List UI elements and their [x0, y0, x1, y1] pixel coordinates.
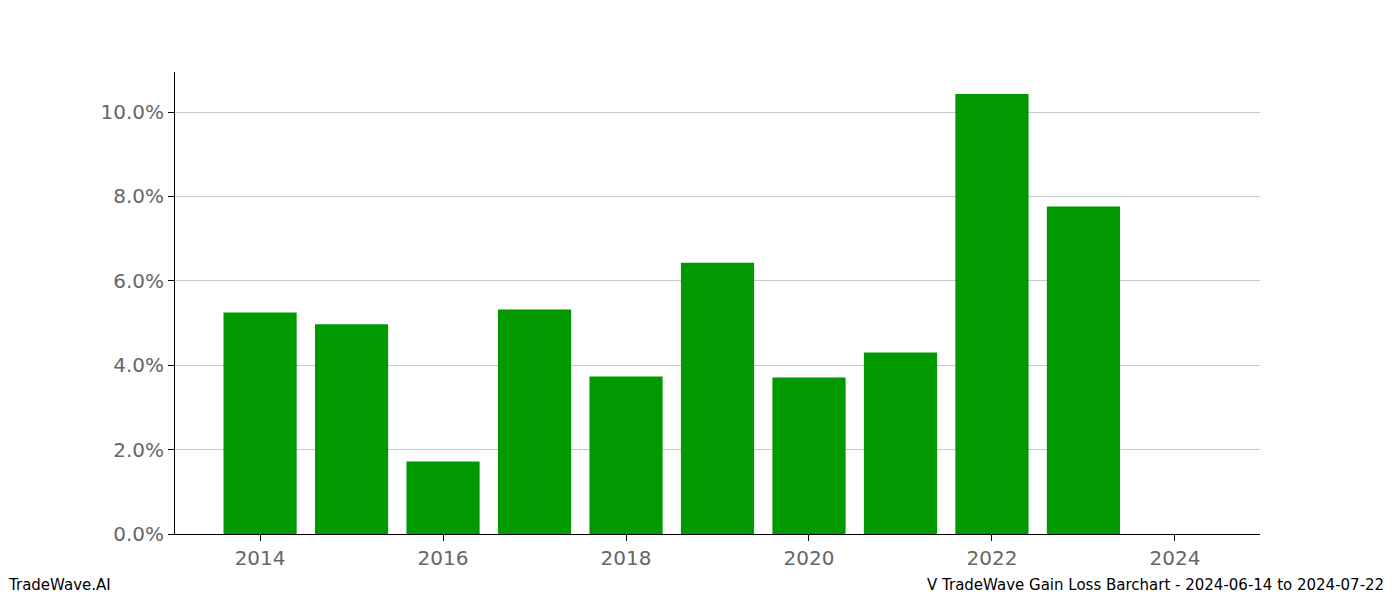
svg-text:2.0%: 2.0%: [113, 438, 164, 462]
svg-text:2020: 2020: [784, 546, 835, 570]
svg-text:8.0%: 8.0%: [113, 184, 164, 208]
svg-text:2014: 2014: [235, 546, 286, 570]
svg-text:2022: 2022: [966, 546, 1017, 570]
svg-text:10.0%: 10.0%: [100, 100, 164, 124]
svg-text:V TradeWave Gain Loss Barchart: V TradeWave Gain Loss Barchart - 2024-06…: [927, 576, 1384, 594]
svg-text:2016: 2016: [418, 546, 469, 570]
svg-text:0.0%: 0.0%: [113, 522, 164, 546]
svg-text:4.0%: 4.0%: [113, 353, 164, 377]
svg-text:TradeWave.AI: TradeWave.AI: [8, 576, 111, 594]
svg-text:2018: 2018: [601, 546, 652, 570]
svg-text:2024: 2024: [1149, 546, 1200, 570]
svg-text:6.0%: 6.0%: [113, 269, 164, 293]
